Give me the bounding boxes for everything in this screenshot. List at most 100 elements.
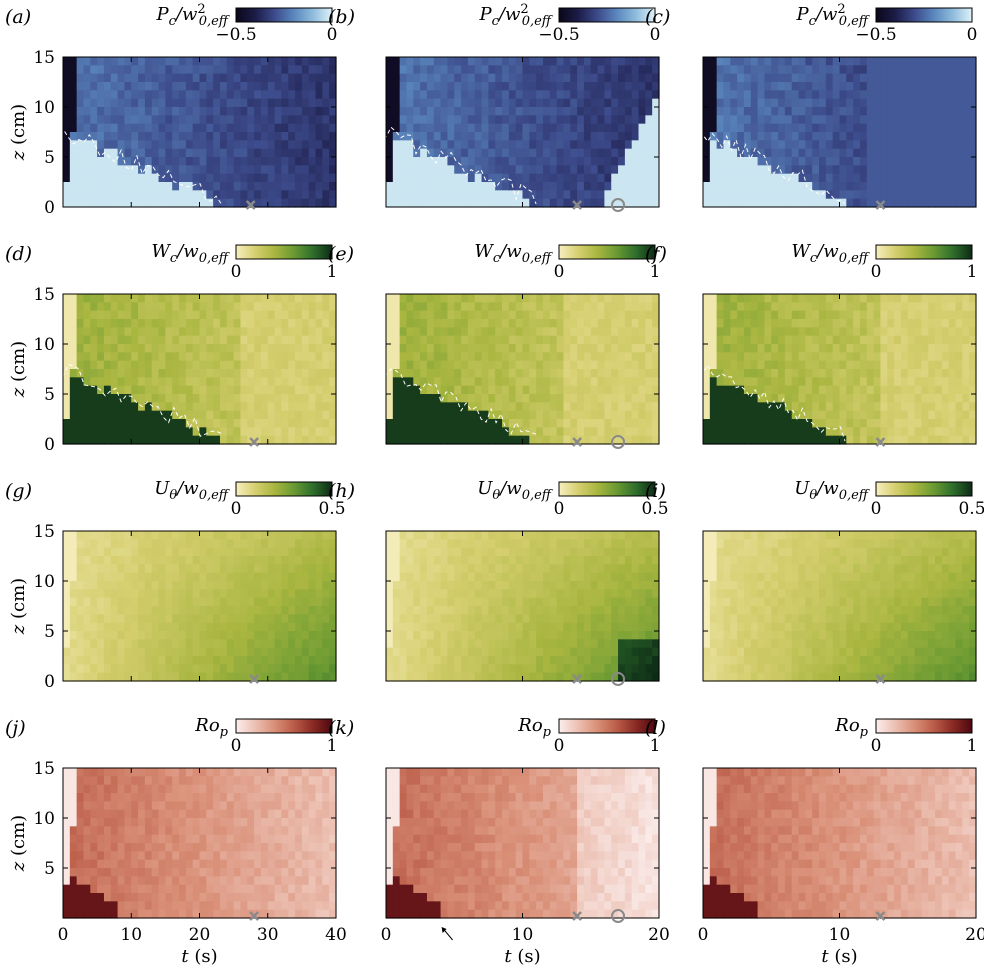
heatmap-cell [219,639,228,649]
heatmap-cell [151,639,160,649]
heatmap-cell [709,369,718,378]
heatmap-cell [288,394,296,403]
heatmap-cell [454,352,462,362]
heatmap-cell [172,352,180,362]
heatmap-cell [577,352,585,362]
heatmap-cell [131,377,139,387]
heatmap-cell [624,198,633,208]
heatmap-cell [399,352,408,362]
heatmap-cell [192,140,201,150]
heatmap-cell [846,132,854,141]
heatmap-cell [757,198,766,208]
heatmap-cell [97,572,105,582]
heatmap-cell [440,65,449,75]
heatmap-cell [399,115,408,125]
heatmap-cell [812,410,820,420]
heatmap-cell [723,360,731,370]
heatmap-cell [880,294,888,303]
heatmap-cell [853,385,861,395]
heatmap-cell [853,377,861,387]
heatmap-cell [260,198,269,208]
heatmap-cell [750,319,759,328]
heatmap-cell [652,57,660,66]
heatmap-cell [563,73,571,83]
heatmap-cell [590,319,599,328]
heatmap-cell [185,547,194,557]
heatmap-cell [110,294,119,303]
heatmap-cell [76,132,85,141]
heatmap-cell [638,419,646,428]
heatmap-cell [138,198,146,208]
heatmap-cell [301,157,310,166]
heatmap-cell [570,310,578,320]
heatmap-cell [254,319,262,328]
heatmap-cell [859,115,868,125]
heatmap-cell [219,165,228,175]
heatmap-cell [737,90,745,100]
heatmap-cell [791,165,800,175]
heatmap-cell [124,65,132,75]
heatmap-cell [97,73,105,83]
heatmap-cell [426,335,435,345]
heatmap-cell [322,98,330,108]
heatmap-cell [117,385,126,395]
heatmap-cell [894,402,902,412]
heatmap-cell [131,82,139,91]
heatmap-cell [556,132,565,141]
heatmap-cell [784,90,793,100]
heatmap-cell [219,597,228,607]
heatmap-cell [179,140,187,150]
heatmap-cell [577,57,585,66]
heatmap-cell [866,394,875,403]
heatmap-cell [618,385,626,395]
heatmap-cell [515,402,524,412]
heatmap-cell [948,165,957,175]
heatmap-cell [165,327,173,337]
heatmap-cell [703,173,711,183]
heatmap-cell [97,614,105,624]
heatmap-cell [322,165,330,175]
heatmap-cell [935,369,943,378]
heatmap-cell [329,123,337,133]
cross-marker [572,200,582,210]
heatmap-cell [846,140,854,150]
heatmap-cell [962,123,970,133]
heatmap-cell [556,335,565,345]
heatmap-cell [488,182,496,191]
heatmap-cell [117,377,126,387]
heatmap-cell [315,82,323,91]
heatmap-cell [730,394,738,403]
heatmap-cell [413,385,421,395]
heatmap-cell [955,344,963,353]
heatmap-cell [583,335,592,345]
heatmap-cell [723,327,731,337]
heatmap-cell [921,419,929,428]
heatmap-cell [392,402,401,412]
heatmap-cell [461,148,469,158]
heatmap-cell [117,581,126,590]
heatmap-cell [743,402,752,412]
heatmap-cell [880,115,888,125]
heatmap-cell [288,82,296,91]
heatmap-cell [928,410,936,420]
heatmap-cell [784,360,793,370]
heatmap-cell [240,564,248,574]
heatmap-cell [117,435,126,445]
heatmap-cell [165,98,173,108]
heatmap-cell [240,302,248,312]
heatmap-cell [124,419,132,428]
heatmap-cell [529,335,537,345]
heatmap-cell [247,352,255,362]
heatmap-cell [556,148,565,158]
heatmap-cell [481,402,489,412]
heatmap-cell [948,419,957,428]
heatmap-cell [124,597,132,607]
heatmap-cell [536,427,544,437]
heatmap-cell [213,107,221,116]
heatmap-cell [69,190,78,200]
heatmap-cell [461,377,469,387]
heatmap-cell [144,82,153,91]
heatmap-cell [894,73,902,83]
heatmap-cell [172,369,180,378]
heatmap-cell [254,98,262,108]
